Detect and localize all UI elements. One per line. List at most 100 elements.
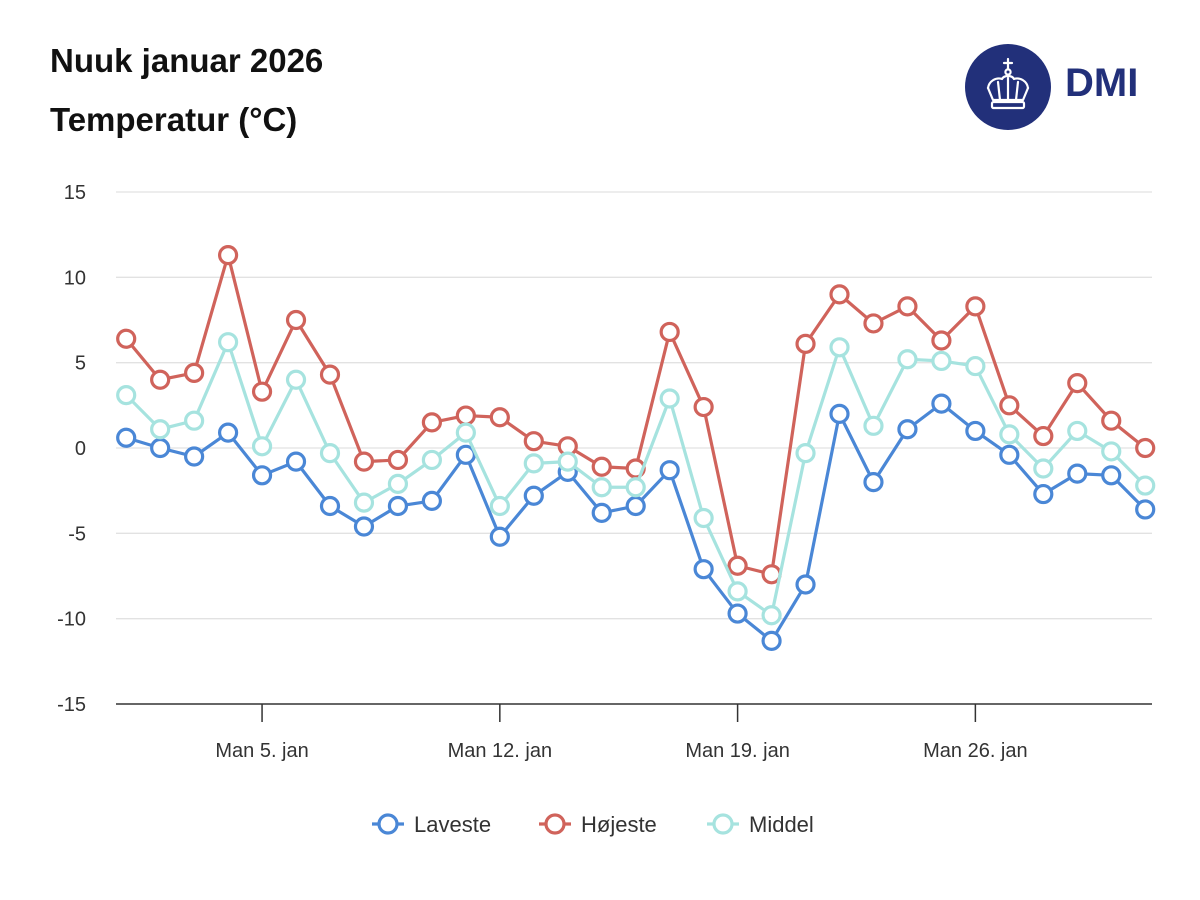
data-point-hojeste[interactable] bbox=[693, 396, 714, 418]
data-point-middel[interactable] bbox=[387, 473, 409, 494]
data-point-hojeste[interactable] bbox=[829, 284, 850, 305]
data-point-laveste[interactable] bbox=[931, 393, 952, 414]
data-point-hojeste[interactable] bbox=[217, 245, 239, 266]
data-point-hojeste[interactable] bbox=[489, 407, 510, 428]
legend-item-hojeste[interactable]: Højeste bbox=[539, 812, 657, 837]
data-point-middel[interactable] bbox=[353, 492, 375, 513]
data-point-laveste[interactable] bbox=[217, 422, 239, 443]
legend-item-middel[interactable]: Middel bbox=[707, 812, 814, 837]
series-middel bbox=[116, 332, 1156, 626]
data-point-hojeste[interactable] bbox=[965, 296, 986, 317]
data-point-middel[interactable] bbox=[1033, 458, 1054, 479]
data-point-laveste[interactable] bbox=[897, 419, 918, 440]
legend-item-laveste[interactable]: Laveste bbox=[372, 812, 491, 837]
data-point-laveste[interactable] bbox=[1101, 465, 1122, 486]
data-point-middel[interactable] bbox=[1135, 475, 1156, 496]
data-point-middel[interactable] bbox=[659, 388, 680, 409]
data-point-laveste[interactable] bbox=[761, 630, 782, 651]
data-point-hojeste[interactable] bbox=[455, 405, 476, 426]
data-point-middel[interactable] bbox=[285, 369, 307, 390]
data-point-middel[interactable] bbox=[999, 424, 1020, 445]
data-point-laveste[interactable] bbox=[353, 516, 375, 537]
data-point-hojeste[interactable] bbox=[1033, 425, 1054, 447]
data-point-laveste[interactable] bbox=[251, 465, 273, 486]
data-point-hojeste[interactable] bbox=[184, 362, 205, 384]
data-point-hojeste[interactable] bbox=[251, 381, 273, 402]
data-point-hojeste[interactable] bbox=[999, 395, 1020, 416]
data-point-middel[interactable] bbox=[625, 477, 646, 498]
data-point-laveste[interactable] bbox=[319, 495, 341, 517]
data-point-middel[interactable] bbox=[421, 449, 442, 471]
data-point-middel[interactable] bbox=[795, 443, 816, 464]
data-point-middel[interactable] bbox=[1101, 441, 1122, 462]
data-point-laveste[interactable] bbox=[116, 427, 137, 448]
data-point-laveste[interactable] bbox=[1033, 483, 1054, 505]
data-point-middel[interactable] bbox=[523, 453, 544, 474]
chart-title: Nuuk januar 2026 bbox=[50, 42, 324, 79]
data-point-hojeste[interactable] bbox=[897, 296, 918, 317]
data-point-laveste[interactable] bbox=[727, 603, 748, 624]
data-point-middel[interactable] bbox=[184, 410, 205, 431]
data-point-hojeste[interactable] bbox=[150, 369, 171, 390]
series-line-laveste bbox=[125, 402, 1147, 643]
data-point-hojeste[interactable] bbox=[387, 449, 409, 471]
data-point-hojeste[interactable] bbox=[795, 333, 816, 354]
data-point-laveste[interactable] bbox=[863, 472, 884, 493]
data-point-hojeste[interactable] bbox=[1067, 373, 1088, 394]
data-point-laveste[interactable] bbox=[523, 485, 544, 506]
x-tick-label: Man 26. jan bbox=[923, 740, 1028, 762]
data-point-laveste[interactable] bbox=[795, 574, 816, 595]
data-point-hojeste[interactable] bbox=[727, 555, 748, 576]
data-point-laveste[interactable] bbox=[1135, 499, 1156, 520]
data-point-middel[interactable] bbox=[863, 415, 884, 436]
data-point-laveste[interactable] bbox=[150, 437, 171, 459]
data-point-middel[interactable] bbox=[761, 605, 782, 626]
legend[interactable]: Laveste Højeste Middel bbox=[372, 812, 814, 837]
data-point-hojeste[interactable] bbox=[1101, 410, 1122, 431]
data-point-laveste[interactable] bbox=[387, 495, 409, 517]
y-tick-label: -15 bbox=[57, 694, 86, 716]
data-point-middel[interactable] bbox=[1067, 420, 1088, 442]
data-point-laveste[interactable] bbox=[693, 559, 714, 580]
data-point-middel[interactable] bbox=[150, 419, 171, 440]
data-point-hojeste[interactable] bbox=[353, 451, 375, 472]
data-point-hojeste[interactable] bbox=[863, 313, 884, 334]
data-point-hojeste[interactable] bbox=[285, 309, 307, 331]
data-point-laveste[interactable] bbox=[455, 444, 476, 465]
data-point-middel[interactable] bbox=[455, 422, 476, 443]
data-point-middel[interactable] bbox=[829, 337, 850, 358]
data-point-laveste[interactable] bbox=[965, 420, 986, 442]
data-point-laveste[interactable] bbox=[1067, 463, 1088, 484]
data-point-middel[interactable] bbox=[319, 443, 341, 464]
data-point-middel[interactable] bbox=[116, 384, 137, 406]
data-point-middel[interactable] bbox=[727, 581, 748, 602]
data-point-laveste[interactable] bbox=[184, 446, 205, 467]
data-point-hojeste[interactable] bbox=[591, 456, 612, 477]
data-point-middel[interactable] bbox=[965, 355, 986, 377]
data-point-laveste[interactable] bbox=[285, 451, 307, 472]
dmi-logo-text: DMI bbox=[1065, 61, 1139, 105]
data-point-laveste[interactable] bbox=[999, 444, 1020, 465]
data-point-laveste[interactable] bbox=[829, 403, 850, 424]
data-point-middel[interactable] bbox=[591, 477, 612, 498]
data-point-laveste[interactable] bbox=[659, 460, 680, 481]
data-point-hojeste[interactable] bbox=[421, 412, 442, 433]
data-point-hojeste[interactable] bbox=[1135, 437, 1156, 459]
data-point-middel[interactable] bbox=[251, 436, 273, 457]
data-point-laveste[interactable] bbox=[421, 490, 442, 512]
data-point-laveste[interactable] bbox=[591, 502, 612, 523]
data-point-hojeste[interactable] bbox=[931, 330, 952, 351]
data-point-hojeste[interactable] bbox=[319, 364, 341, 385]
data-point-hojeste[interactable] bbox=[523, 431, 544, 452]
x-tick-label: Man 19. jan bbox=[685, 740, 790, 762]
data-point-middel[interactable] bbox=[931, 350, 952, 372]
data-point-laveste[interactable] bbox=[625, 495, 646, 517]
data-point-middel[interactable] bbox=[217, 332, 239, 353]
data-point-middel[interactable] bbox=[489, 495, 510, 517]
data-point-middel[interactable] bbox=[897, 349, 918, 370]
data-point-hojeste[interactable] bbox=[659, 321, 680, 343]
data-point-laveste[interactable] bbox=[489, 526, 510, 547]
data-point-middel[interactable] bbox=[693, 507, 714, 529]
data-point-hojeste[interactable] bbox=[116, 328, 137, 349]
data-point-middel[interactable] bbox=[557, 451, 578, 472]
